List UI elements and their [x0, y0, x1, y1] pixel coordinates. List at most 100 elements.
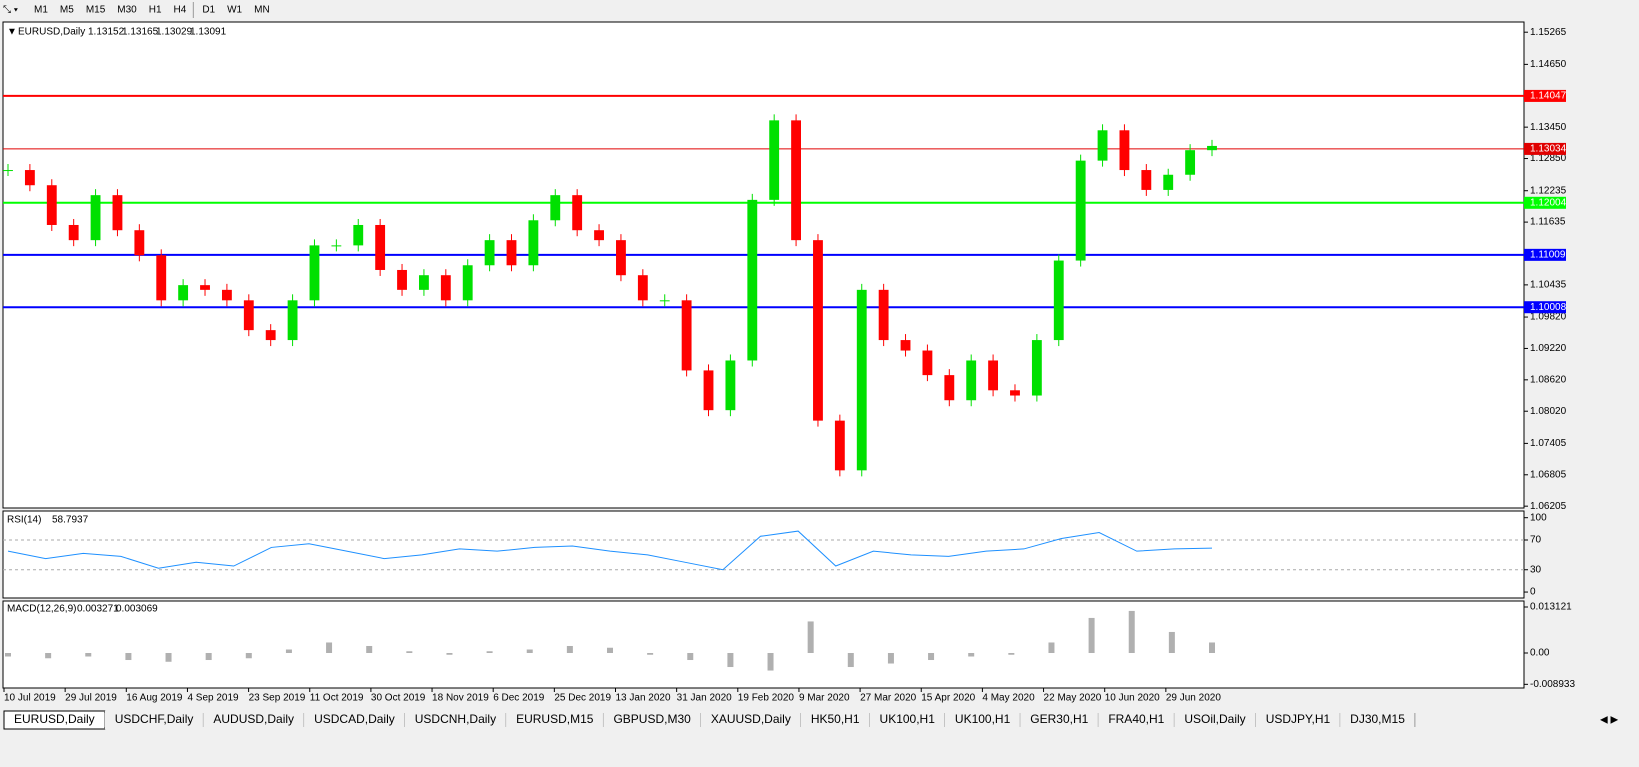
timeframe-button[interactable]: H1	[149, 5, 162, 16]
tab-label[interactable]: USDJPY,H1	[1266, 712, 1331, 726]
x-tick-label: 31 Jan 2020	[677, 693, 732, 704]
macd-bar	[847, 653, 854, 668]
candle	[550, 195, 561, 221]
tab-label[interactable]: USDCNH,Daily	[415, 712, 496, 726]
candle	[834, 420, 845, 471]
quote: 1.13165	[122, 27, 159, 38]
tab-label[interactable]: UK100,H1	[955, 712, 1011, 726]
macd-bar	[607, 647, 613, 654]
macd-bar	[566, 645, 573, 654]
candle	[747, 199, 758, 361]
x-tick-label: 18 Nov 2019	[432, 693, 489, 704]
macd-bar	[85, 653, 92, 657]
macd-bar	[486, 651, 493, 654]
timeframe-button[interactable]: M1	[34, 5, 48, 16]
candle	[1207, 145, 1217, 151]
tab[interactable]	[800, 711, 870, 729]
level-label: 1.13034	[1530, 144, 1567, 155]
y-tick-label: 1.14650	[1530, 59, 1567, 70]
y-tick-label: 1.13450	[1530, 122, 1567, 133]
x-tick-label: 9 Mar 2020	[799, 693, 850, 704]
x-tick-label: 23 Sep 2019	[249, 693, 306, 704]
x-tick-label: 13 Jan 2020	[616, 693, 671, 704]
timeframe-button[interactable]: M30	[117, 5, 137, 16]
candle	[922, 350, 933, 376]
x-tick-label: 10 Jun 2020	[1105, 693, 1160, 704]
tab[interactable]	[506, 711, 604, 729]
tab-scroll[interactable]: ◀ ▶	[1600, 715, 1618, 726]
timeframe-button[interactable]: MN	[254, 5, 270, 16]
macd-bar	[887, 653, 894, 664]
candle	[594, 230, 604, 241]
level-label: 1.14047	[1530, 91, 1567, 102]
candle	[440, 275, 451, 301]
macd-bar	[285, 649, 292, 654]
tab[interactable]	[1255, 711, 1341, 729]
candle	[813, 240, 823, 421]
tab[interactable]	[1174, 711, 1256, 729]
y-tick-label: 0.013121	[1530, 602, 1572, 613]
tab[interactable]	[104, 711, 204, 729]
macd-bar	[928, 653, 935, 661]
tab-label[interactable]: FRA40,H1	[1108, 712, 1164, 726]
tab-label[interactable]: GBPUSD,M30	[613, 712, 691, 726]
tab[interactable]	[603, 711, 701, 729]
candle	[331, 245, 342, 247]
tab[interactable]	[404, 711, 507, 729]
candle	[791, 120, 801, 241]
tab[interactable]	[304, 711, 405, 729]
tab[interactable]	[869, 711, 945, 729]
y-tick-label: -0.008933	[1530, 679, 1575, 690]
y-tick-label: 1.07405	[1530, 438, 1567, 449]
timeframe-button[interactable]: M5	[60, 5, 74, 16]
timeframe-button[interactable]: M15	[86, 5, 106, 16]
x-tick-label: 27 Mar 2020	[860, 693, 917, 704]
candle	[769, 120, 780, 200]
toolbar	[0, 0, 1639, 20]
tab-label[interactable]: EURUSD,Daily	[14, 712, 95, 726]
candle	[900, 340, 911, 351]
tool-icon[interactable]: ⤡ ▾	[3, 5, 19, 16]
y-tick-label: 1.11635	[1530, 217, 1566, 228]
tab-label[interactable]: UK100,H1	[880, 712, 936, 726]
candle	[1010, 390, 1020, 396]
x-tick-label: 15 Apr 2020	[921, 693, 975, 704]
tab-label[interactable]: DJ30,M15	[1350, 712, 1405, 726]
tab[interactable]	[944, 711, 1021, 729]
macd-bar	[727, 653, 734, 668]
macd-bar	[1088, 617, 1095, 654]
macd-bar	[205, 653, 212, 661]
timeframe-button[interactable]: D1	[202, 5, 215, 16]
tab-label[interactable]: USOil,Daily	[1184, 712, 1245, 726]
tab[interactable]	[1098, 711, 1175, 729]
rsi-panel	[2, 510, 1525, 599]
tab[interactable]	[1340, 711, 1415, 729]
candle	[397, 269, 407, 290]
panel-title: RSI(14)	[7, 515, 41, 526]
tab-label[interactable]: EURUSD,M15	[516, 712, 594, 726]
panel-value: 58.7937	[52, 515, 89, 526]
tab-label[interactable]: AUDUSD,Daily	[213, 712, 294, 726]
macd-bar	[1168, 631, 1175, 654]
x-tick-label: 11 Oct 2019	[310, 693, 364, 704]
candle	[419, 275, 429, 290]
rsi-line	[7, 530, 1213, 571]
candle	[265, 330, 276, 341]
candle	[1119, 130, 1130, 171]
level-box	[1524, 142, 1566, 155]
tab-label[interactable]: USDCHF,Daily	[115, 712, 194, 726]
tab[interactable]	[203, 711, 305, 729]
timeframe-button[interactable]: W1	[227, 5, 242, 16]
y-tick-label: 0.00	[1530, 648, 1550, 659]
tab[interactable]	[700, 711, 801, 729]
tab-label[interactable]: HK50,H1	[811, 712, 860, 726]
tab-label[interactable]: XAUUSD,Daily	[711, 712, 791, 726]
timeframe-button[interactable]: H4	[174, 5, 187, 16]
tab-label[interactable]: GER30,H1	[1030, 712, 1088, 726]
tab-label[interactable]: USDCAD,Daily	[314, 712, 395, 726]
candle	[221, 289, 232, 301]
x-tick-label: 16 Aug 2019	[126, 693, 183, 704]
panel-arrow: ▼	[7, 27, 17, 38]
tab[interactable]	[1020, 711, 1099, 729]
